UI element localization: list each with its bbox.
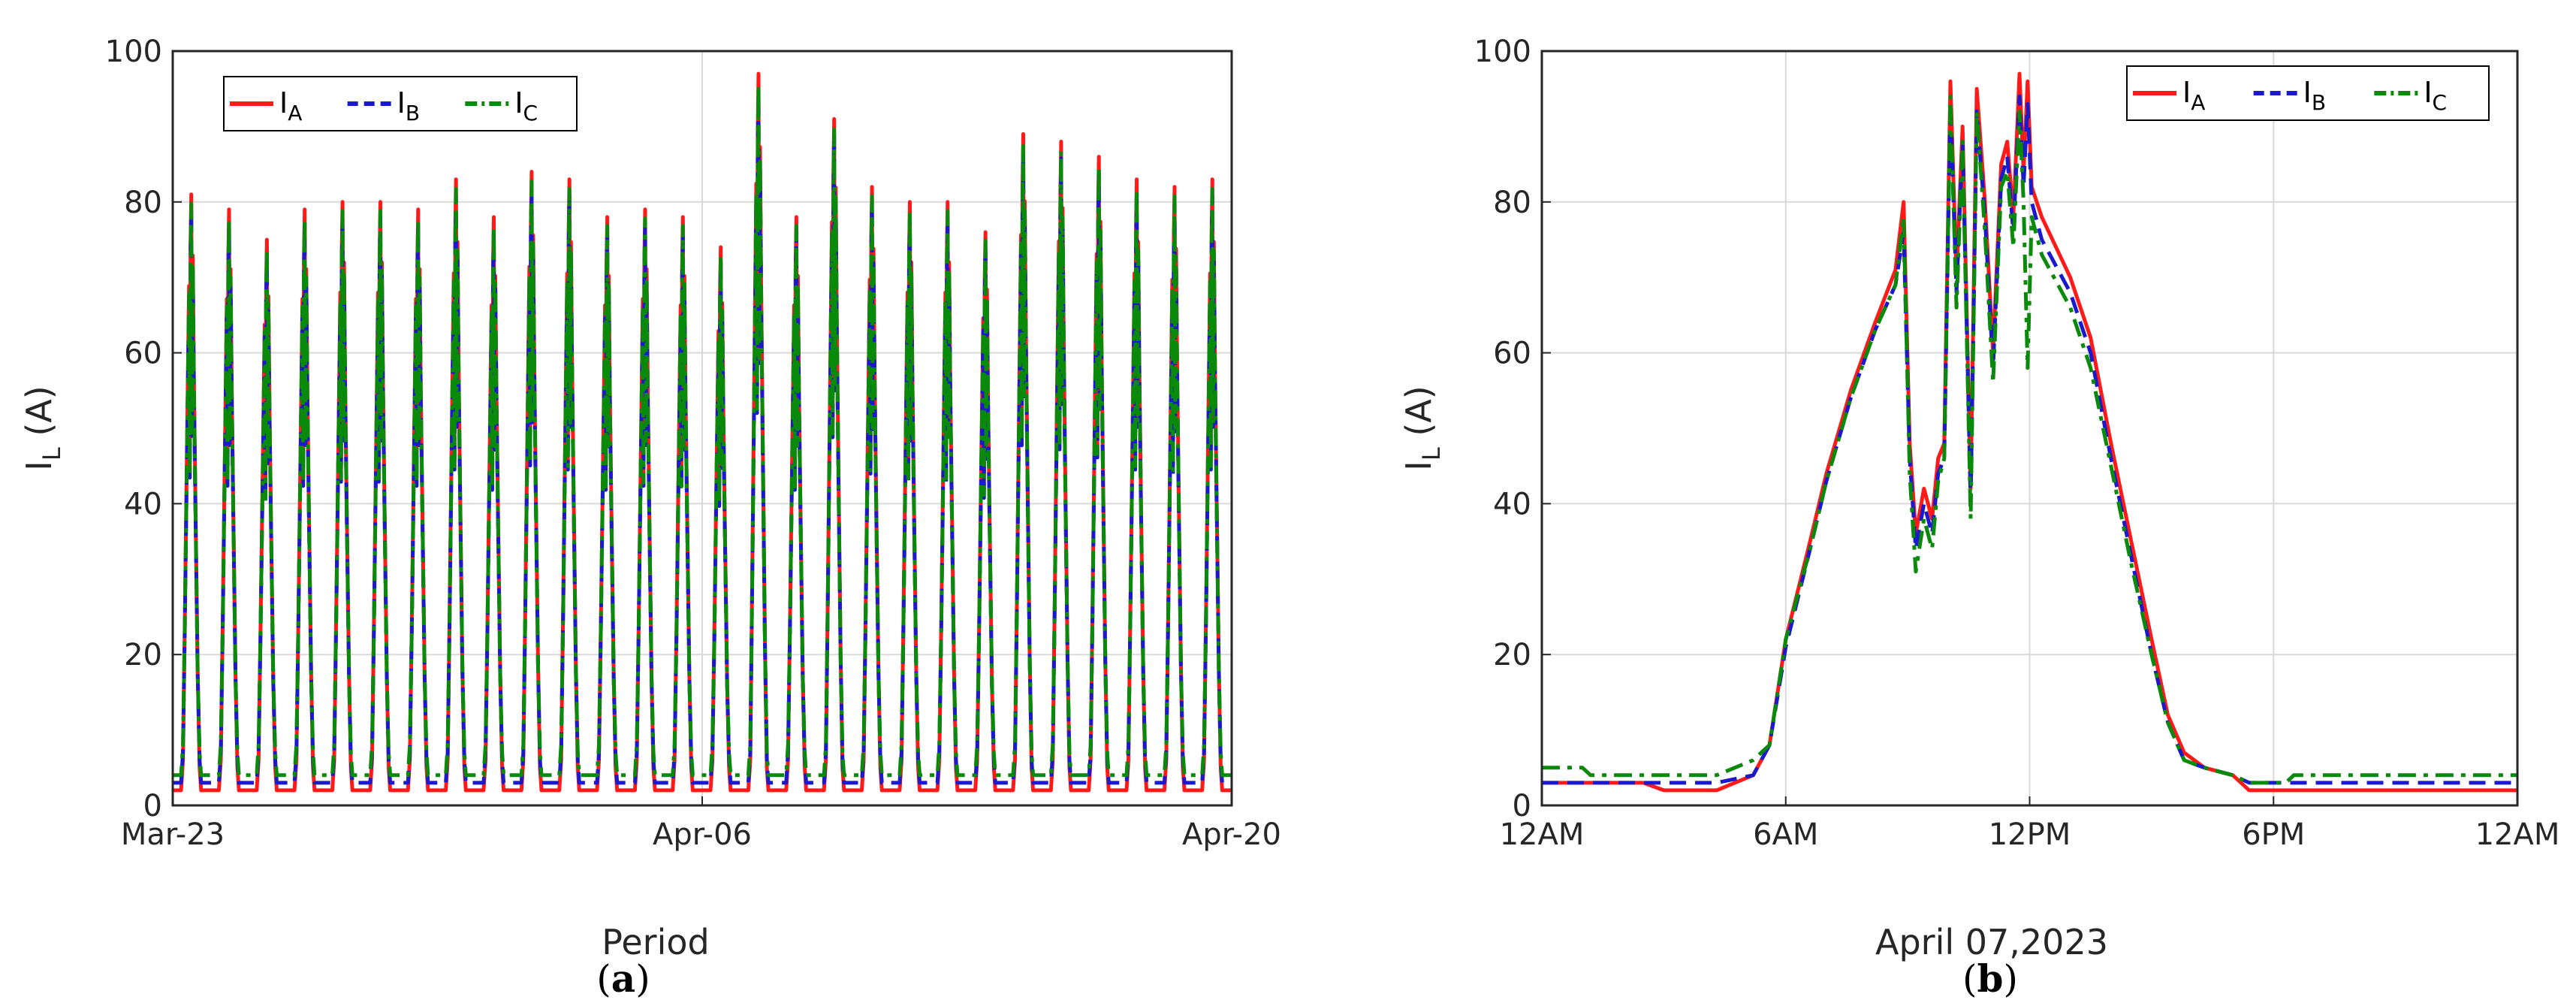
x-tick-label: 12PM: [1989, 817, 2071, 852]
series-lines-a: [173, 71, 1232, 793]
legend-b: IA IB IC: [2126, 65, 2490, 121]
y-tick-label: 100: [105, 35, 162, 69]
chart-panel-b: 0 20 40 60 80 100 12AM 6AM 12PM 6PM 12AM April 07,…: [1398, 35, 2559, 1001]
series-line-ic-a: [173, 83, 1232, 778]
y-tick-label: 20: [1493, 638, 1531, 672]
legend-label: IC: [514, 86, 538, 125]
panel-label-b: (b): [1962, 956, 2018, 1001]
legend-box: [2126, 65, 2490, 121]
tick-labels-b: 0 20 40 60 80 100 12AM 6AM 12PM 6PM 12AM: [1474, 35, 2560, 852]
legend-box: [223, 76, 578, 131]
y-tick-label: 80: [1493, 186, 1531, 220]
y-tick-label: 40: [1493, 487, 1531, 521]
grid-a: [172, 50, 1232, 806]
series-lines-b: [1542, 71, 2517, 793]
y-tick-label: 0: [143, 789, 162, 823]
y-tick-label: 100: [1474, 35, 1531, 69]
legend-a: IA IB IC: [223, 76, 578, 131]
x-tick-label: Apr-06: [653, 817, 752, 852]
tick-labels-a: 0 20 40 60 80 100 Mar-23 Apr-06 Apr-20: [105, 35, 1281, 852]
y-tick-label: 60: [1493, 337, 1531, 371]
panel-letter-a: a: [611, 956, 635, 1001]
series-line-ic-b: [1542, 94, 2517, 785]
x-tick-label: 12AM: [1500, 817, 1585, 852]
x-tick-label: 6PM: [2242, 817, 2305, 852]
x-axis-label-b: April 07,2023: [1875, 922, 2108, 962]
y-tick-label: 0: [1513, 789, 1531, 823]
chart-panel-a: 0 20 40 60 80 100 Mar-23 Apr-06 Apr-20 Period IL…: [19, 35, 1281, 1001]
x-tick-label: 6AM: [1753, 817, 1818, 852]
panel-label-a: (a): [596, 956, 650, 1001]
x-axis-label-a: Period: [602, 922, 709, 962]
x-tick-label: Mar-23: [121, 817, 225, 852]
y-axis-label-b: IL (A): [1398, 385, 1446, 470]
y-tick-label: 20: [124, 638, 162, 672]
x-tick-label: 12AM: [2475, 817, 2560, 852]
y-tick-label: 60: [124, 337, 162, 371]
y-axis-label-a: IL (A): [19, 385, 66, 470]
x-tick-label: Apr-20: [1182, 817, 1281, 852]
y-tick-label: 40: [124, 487, 162, 521]
y-tick-label: 80: [124, 186, 162, 220]
series-line-ib-b: [1542, 94, 2517, 785]
panel-letter-b: b: [1977, 956, 2004, 1001]
